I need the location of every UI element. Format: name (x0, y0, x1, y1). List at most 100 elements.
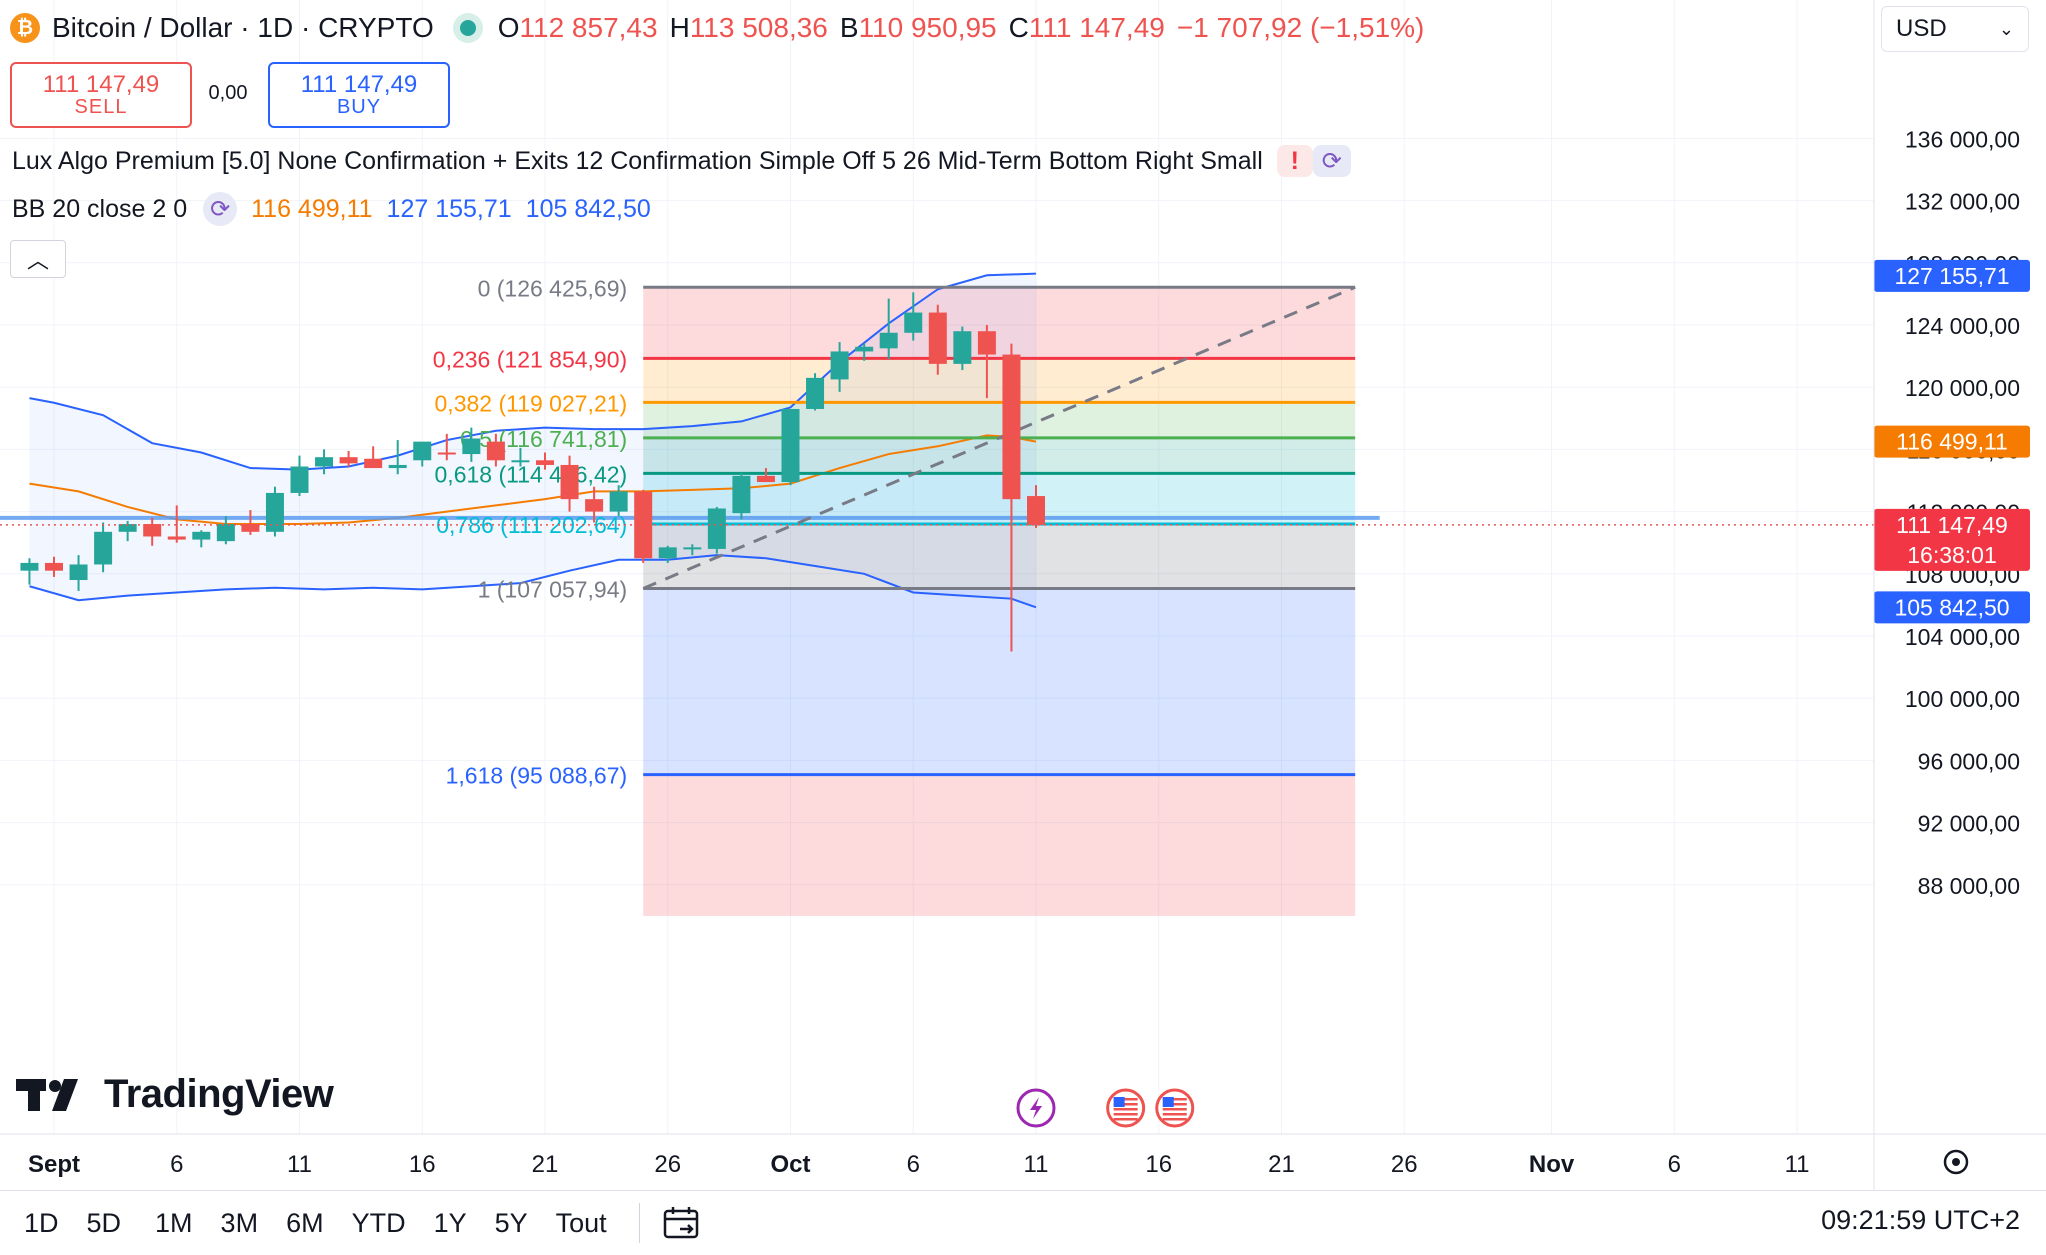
candle-body (118, 524, 137, 532)
open-value: 112 857,43 (519, 12, 658, 43)
x-axis-tick-label: 26 (1391, 1151, 1418, 1178)
candle-body (928, 312, 947, 364)
change-value: −1 707,92 (−1,51%) (1176, 12, 1425, 43)
currency-label: USD (1896, 15, 1947, 42)
range-1y[interactable]: 1Y (433, 1207, 467, 1238)
indicator-lux-algo[interactable]: Lux Algo Premium [5.0] None Confirmation… (12, 143, 1351, 179)
price-axis-label (1874, 259, 2030, 292)
buy-button[interactable]: 111 147,49 BUY (268, 62, 450, 128)
x-axis-tick-label: Nov (1529, 1151, 1575, 1178)
flag-stripe (1113, 1118, 1138, 1121)
bb-upper-value: 127 155,71 (386, 194, 512, 223)
flag-canton (1113, 1097, 1125, 1107)
fib-level-label: 0,5 (116 741,81) (460, 426, 627, 452)
fib-level-label: 0 (126 425,69) (478, 275, 628, 301)
candle-body (94, 531, 113, 565)
lightning-icon (1030, 1097, 1042, 1119)
close-value: 111 147,49 (1028, 12, 1165, 43)
flag-canton (1162, 1097, 1174, 1107)
candle-body (413, 441, 432, 461)
refresh-icon[interactable]: ⟳ (1312, 145, 1351, 177)
candle-body (683, 547, 702, 550)
fib-zone (643, 774, 1356, 916)
gear-outer (1943, 1149, 1969, 1175)
x-axis-tick-label: 21 (1268, 1151, 1295, 1178)
price-axis-label-text: 116 499,11 (1896, 429, 2008, 455)
bb-lower-value: 105 842,50 (525, 194, 651, 223)
price-axis-label (1874, 425, 2030, 458)
close-key: C (1008, 12, 1029, 43)
candle-body (806, 377, 825, 409)
x-axis-tick-label: 16 (1145, 1151, 1172, 1178)
fib-zone (643, 437, 1356, 474)
candle-body (707, 508, 726, 549)
candle-body (265, 492, 284, 532)
candle-body (756, 475, 775, 483)
candle-body (585, 499, 604, 512)
alert-icon[interactable]: ! (1276, 145, 1313, 177)
currency-select[interactable]: USD ⌄ (1881, 6, 2029, 52)
candle-body (781, 408, 800, 483)
flag-stripe (1162, 1113, 1187, 1116)
bottom-toolbar: 1D 5D 1M 3M 6M YTD 1Y 5Y Tout 09:21:59 U… (0, 1190, 2046, 1255)
candle-body (511, 460, 530, 463)
range-1d[interactable]: 1D (24, 1207, 59, 1238)
symbol-title[interactable]: Bitcoin / Dollar · 1D · CRYPTO (52, 12, 434, 43)
price-axis-label-text: 127 155,71 (1894, 263, 2009, 289)
candle-body (536, 460, 554, 465)
x-axis-tick-label: 11 (1024, 1151, 1049, 1178)
y-axis-tick-label: 88 000,00 (1918, 873, 2020, 899)
range-all[interactable]: Tout (555, 1207, 607, 1238)
countdown-label-text: 16:38:01 (1907, 542, 1997, 568)
candle-body (437, 452, 456, 455)
range-3m[interactable]: 3M (220, 1207, 259, 1238)
clock-timezone[interactable]: 09:21:59 UTC+2 (1821, 1205, 2020, 1235)
x-axis-tick-label: 6 (170, 1151, 183, 1178)
flag-stripe (1113, 1113, 1138, 1116)
range-5y[interactable]: 5Y (494, 1207, 528, 1238)
low-value: 110 950,95 (858, 12, 997, 43)
range-5d[interactable]: 5D (86, 1207, 122, 1238)
y-axis-tick-label: 124 000,00 (1905, 313, 2020, 339)
fib-level-label: 1,618 (95 088,67) (446, 763, 628, 789)
fib-zone (643, 358, 1356, 403)
fib-level-label: 0,618 (114 456,42) (435, 461, 628, 487)
high-value: 113 508,36 (689, 12, 828, 43)
low-key: B (839, 12, 859, 43)
sell-button[interactable]: 111 147,49 SELL (10, 62, 192, 128)
fib-zone (643, 402, 1356, 438)
candle-body (1002, 354, 1021, 500)
chevron-down-icon: ⌄ (1998, 18, 2014, 39)
candle-body (339, 457, 358, 464)
flag-stripe (1162, 1103, 1187, 1106)
candle-body (1027, 496, 1045, 525)
range-ytd[interactable]: YTD (351, 1207, 406, 1238)
range-6m[interactable]: 6M (286, 1207, 324, 1238)
candle-body (216, 524, 235, 542)
axis-settings-icon[interactable] (1943, 1149, 1969, 1175)
y-axis-tick-label: 104 000,00 (1905, 624, 2020, 650)
candle-body (45, 562, 63, 571)
collapse-legend-button[interactable]: ︿ (10, 240, 66, 278)
sell-price: 111 147,49 (42, 70, 160, 98)
flag-stripe (1162, 1108, 1187, 1111)
fib-zone (643, 523, 1356, 589)
x-axis-tick-label: 11 (287, 1151, 312, 1178)
bb-label: BB 20 close 2 0 (12, 194, 188, 223)
symbol-header: ₿ Bitcoin / Dollar · 1D · CRYPTO O 112 8… (10, 8, 1424, 48)
range-1m[interactable]: 1M (155, 1207, 193, 1238)
price-axis-label (1874, 508, 2030, 571)
y-axis-tick-label: 96 000,00 (1918, 748, 2020, 774)
refresh-icon[interactable]: ⟳ (203, 192, 238, 226)
flag-stripe (1113, 1108, 1138, 1111)
x-axis-tick-label: 26 (654, 1151, 681, 1178)
lux-algo-label: Lux Algo Premium [5.0] None Confirmation… (12, 146, 1263, 175)
indicator-bollinger[interactable]: BB 20 close 2 0 ⟳ 116 499,11 127 155,71 … (12, 191, 651, 227)
fib-level-label: 0,786 (111 202,64) (436, 512, 627, 538)
y-axis-tick-label: 132 000,00 (1905, 189, 2020, 215)
fib-level-label: 0,236 (121 854,90) (433, 346, 627, 372)
y-axis-tick-label: 100 000,00 (1905, 686, 2020, 712)
date-range-icon[interactable] (662, 1205, 700, 1241)
candle-body (167, 536, 186, 540)
